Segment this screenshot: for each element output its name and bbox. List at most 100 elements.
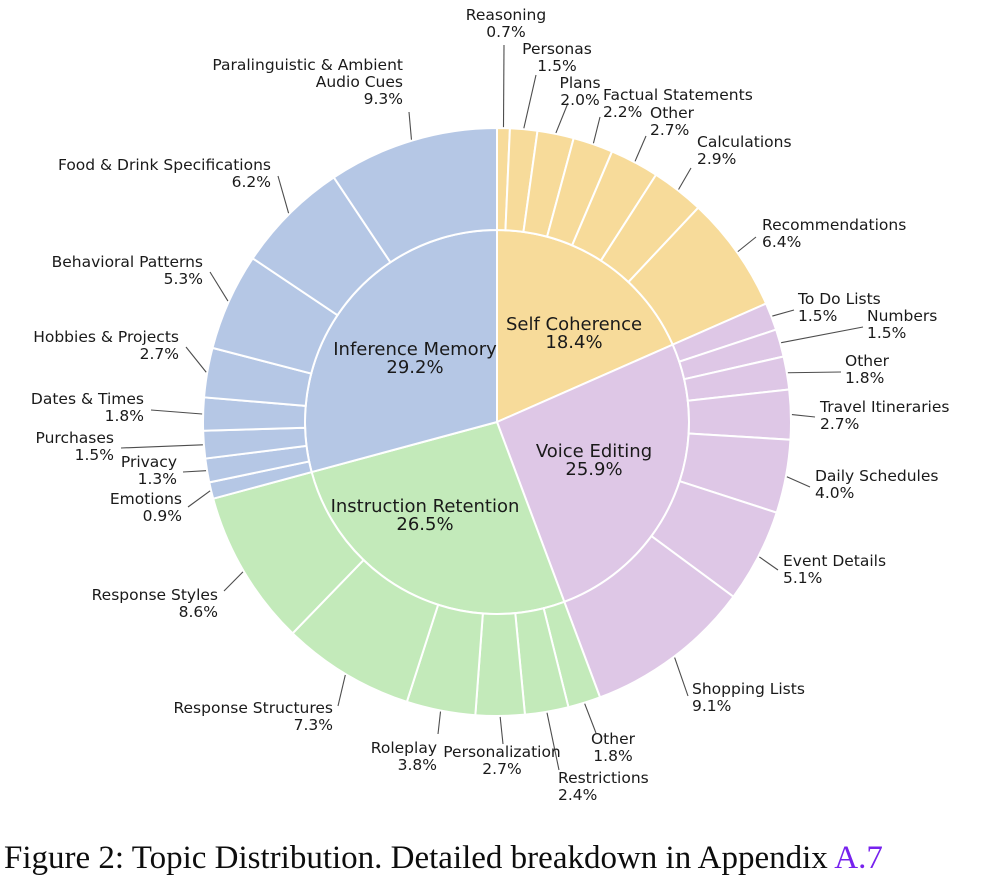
- leader-line-inference-memory-privacy: [182, 470, 207, 473]
- topic-segment-inference-memory-paralinguistic-ambient-audio-cues: [332, 126, 498, 264]
- figure-caption: Figure 2: Topic Distribution. Detailed b…: [4, 838, 986, 878]
- leader-line-inference-memory-hobbies-projects: [185, 346, 207, 373]
- category-label-instruction-retention: Instruction Retention: [331, 496, 520, 517]
- topic-segment-instruction-retention-personalization: [474, 612, 527, 717]
- leader-line-inference-memory-behavioral-patterns: [209, 271, 229, 302]
- topic-label-instruction-retention-other: Other: [591, 730, 636, 748]
- topic-label-inference-memory-hobbies-projects: Hobbies & Projects: [33, 328, 179, 346]
- topic-label-instruction-retention-personalization-pct: 2.7%: [482, 760, 521, 778]
- category-label-instruction-retention-pct: 26.5%: [396, 514, 453, 535]
- leader-line-instruction-retention-other: [584, 703, 597, 734]
- leader-line-voice-editing-other: [787, 371, 842, 374]
- category-label-voice-editing-pct: 25.9%: [565, 459, 622, 480]
- topic-label-instruction-retention-other-pct: 1.8%: [593, 747, 632, 765]
- topic-label-inference-memory-paralinguistic-ambient-audio-cues-pct: 9.3%: [364, 90, 403, 108]
- leader-line-instruction-retention-roleplay: [437, 711, 442, 735]
- leader-line-self-coherence-factual-statements: [592, 116, 601, 144]
- topic-label-voice-editing-daily-schedules-pct: 4.0%: [815, 484, 854, 502]
- topic-label-self-coherence-factual-statements-pct: 2.2%: [603, 103, 642, 121]
- leader-line-voice-editing-event-details: [759, 556, 779, 571]
- topic-label-voice-editing-numbers-pct: 1.5%: [867, 324, 906, 342]
- leader-line-self-coherence-personas: [523, 74, 537, 129]
- topic-label-instruction-retention-restrictions: Restrictions: [558, 769, 649, 787]
- leader-line-inference-memory-purchases: [120, 444, 203, 449]
- topic-label-self-coherence-calculations-pct: 2.9%: [697, 150, 736, 168]
- topic-label-inference-memory-hobbies-projects-pct: 2.7%: [140, 345, 179, 363]
- topic-label-voice-editing-event-details-pct: 5.1%: [783, 569, 822, 587]
- leader-line-voice-editing-numbers: [781, 326, 864, 344]
- topic-label-instruction-retention-roleplay: Roleplay: [371, 739, 437, 757]
- appendix-link[interactable]: A.7: [834, 840, 883, 876]
- topic-label-voice-editing-other-pct: 1.8%: [845, 369, 884, 387]
- topic-label-self-coherence-factual-statements: Factual Statements: [603, 86, 753, 104]
- topic-label-instruction-retention-response-structures: Response Structures: [173, 699, 333, 717]
- topic-label-voice-editing-travel-itineraries-pct: 2.7%: [820, 415, 859, 433]
- leader-line-self-coherence-reasoning: [502, 44, 505, 128]
- leader-line-voice-editing-travel-itineraries: [791, 414, 816, 418]
- topic-label-voice-editing-event-details: Event Details: [783, 552, 886, 570]
- leader-line-voice-editing-shopping-lists: [674, 657, 689, 697]
- leader-line-inference-memory-dates-times: [150, 409, 203, 415]
- leader-lines: [120, 44, 864, 771]
- leader-line-self-coherence-recommendations: [737, 236, 757, 253]
- topic-label-instruction-retention-response-styles: Response Styles: [92, 586, 218, 604]
- topic-label-instruction-retention-roleplay-pct: 3.8%: [398, 756, 437, 774]
- topic-label-voice-editing-shopping-lists-pct: 9.1%: [692, 697, 731, 715]
- topic-label-self-coherence-calculations: Calculations: [697, 133, 792, 151]
- leader-line-inference-memory-paralinguistic-ambient-audio-cues: [408, 111, 413, 140]
- topic-label-inference-memory-paralinguistic-ambient-audio-cues: Paralinguistic & Ambient: [212, 56, 403, 74]
- topic-label-voice-editing-to-do-lists: To Do Lists: [797, 290, 881, 308]
- category-label-voice-editing: Voice Editing: [536, 441, 652, 462]
- topic-label-inference-memory-emotions-pct: 0.9%: [143, 507, 182, 525]
- leader-line-instruction-retention-personalization: [499, 716, 504, 745]
- leader-line-instruction-retention-restrictions: [546, 712, 560, 771]
- topic-label-inference-memory-purchases: Purchases: [36, 429, 114, 447]
- leader-line-inference-memory-emotions: [187, 490, 211, 508]
- topic-label-instruction-retention-response-structures-pct: 7.3%: [294, 716, 333, 734]
- topic-label-instruction-retention-restrictions-pct: 2.4%: [558, 786, 597, 804]
- topic-label-voice-editing-other: Other: [845, 352, 890, 370]
- sunburst-chart-area: Self Coherence 18.4% Reasoning 0.7% Personas…: [31, 6, 950, 804]
- category-label-self-coherence-pct: 18.4%: [545, 332, 602, 353]
- topic-label-self-coherence-reasoning-pct: 0.7%: [486, 23, 525, 41]
- caption-text: Figure 2: Topic Distribution. Detailed b…: [4, 840, 835, 876]
- topic-label-inference-memory-dates-times: Dates & Times: [31, 390, 144, 408]
- topic-label-inference-memory-behavioral-patterns: Behavioral Patterns: [52, 253, 203, 271]
- topic-label-self-coherence-personas-pct: 1.5%: [537, 57, 576, 75]
- leader-line-instruction-retention-response-styles: [223, 571, 244, 592]
- topic-label-self-coherence-plans: Plans: [559, 74, 600, 92]
- topic-label-voice-editing-numbers: Numbers: [867, 307, 937, 325]
- topic-segment-instruction-retention-response-styles: [211, 470, 365, 635]
- topic-label-inference-memory-privacy-pct: 1.3%: [138, 470, 177, 488]
- topic-label-inference-memory-emotions: Emotions: [110, 490, 182, 508]
- category-label-inference-memory: Inference Memory: [333, 339, 497, 360]
- leader-line-self-coherence-plans: [555, 102, 569, 134]
- topic-label-inference-memory-dates-times-pct: 1.8%: [105, 407, 144, 425]
- topic-label-inference-memory-behavioral-patterns-pct: 5.3%: [164, 270, 203, 288]
- topic-label-inference-memory-paralinguistic-ambient-audio-cues: Audio Cues: [316, 73, 403, 91]
- topic-label-self-coherence-personas: Personas: [522, 40, 592, 58]
- topic-label-inference-memory-purchases-pct: 1.5%: [75, 446, 114, 464]
- topic-label-self-coherence-other: Other: [650, 104, 695, 122]
- topic-label-voice-editing-daily-schedules: Daily Schedules: [815, 467, 938, 485]
- leader-line-self-coherence-other: [634, 135, 647, 162]
- topic-label-inference-memory-privacy: Privacy: [121, 453, 177, 471]
- leader-line-voice-editing-daily-schedules: [786, 476, 811, 488]
- topic-label-instruction-retention-personalization: Personalization: [443, 743, 561, 761]
- topic-label-self-coherence-plans-pct: 2.0%: [560, 91, 599, 109]
- topic-label-voice-editing-to-do-lists-pct: 1.5%: [798, 307, 837, 325]
- leader-line-voice-editing-to-do-lists: [772, 309, 795, 317]
- leader-line-self-coherence-calculations: [678, 167, 692, 190]
- segments: [202, 126, 792, 717]
- topic-label-self-coherence-recommendations: Recommendations: [762, 216, 906, 234]
- topic-label-self-coherence-recommendations-pct: 6.4%: [762, 233, 801, 251]
- topic-label-self-coherence-other-pct: 2.7%: [650, 121, 689, 139]
- leader-line-inference-memory-food-drink-specifications: [277, 175, 290, 214]
- leader-line-instruction-retention-response-structures: [337, 674, 346, 707]
- category-label-inference-memory-pct: 29.2%: [386, 357, 443, 378]
- topic-label-voice-editing-shopping-lists: Shopping Lists: [692, 680, 805, 698]
- topic-label-self-coherence-reasoning: Reasoning: [466, 6, 546, 24]
- topic-label-voice-editing-travel-itineraries: Travel Itineraries: [819, 398, 949, 416]
